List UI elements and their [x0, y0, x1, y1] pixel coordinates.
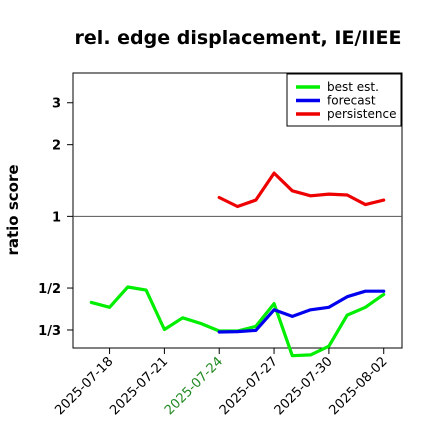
y-tick-label: 1/3 [38, 324, 61, 339]
series-line-persistence [217, 171, 386, 209]
y-tick-label: 1/2 [38, 282, 61, 297]
y-axis-label: ratio score [4, 164, 22, 255]
x-tick-label: 2025-07-30 [272, 354, 336, 418]
chart-marks: 1/31/21232025-07-182025-07-212025-07-242… [38, 73, 402, 418]
chart-title: rel. edge displacement, IE/IIEE [75, 27, 402, 49]
legend-label-persistence: persistence [327, 107, 396, 121]
series-line-forecast [217, 289, 386, 334]
y-tick-label: 1 [52, 210, 61, 225]
y-tick-label: 2 [52, 139, 61, 154]
legend-label-forecast: forecast [327, 94, 376, 108]
plot-frame [72, 72, 403, 349]
x-tick-label: 2025-08-02 [327, 354, 391, 418]
series-line-best-est [89, 285, 386, 358]
y-tick-label: 3 [52, 97, 61, 112]
x-tick-label: 2025-07-21 [107, 354, 171, 418]
legend-label-best-est: best est. [327, 80, 379, 94]
